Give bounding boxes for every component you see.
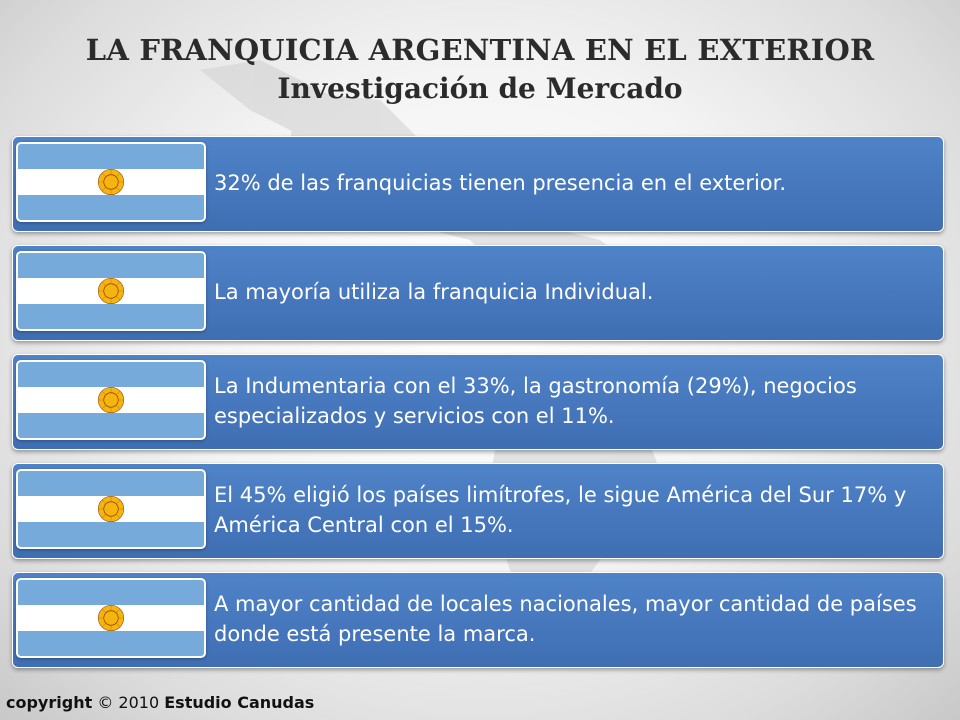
sun-of-may-icon <box>97 386 125 414</box>
bullet-text: 32% de las franquicias tienen presencia … <box>214 171 787 195</box>
bullet-item: El 45% eligió los países limítrofes, le … <box>12 463 944 559</box>
bullet-list: 32% de las franquicias tienen presencia … <box>12 136 944 681</box>
copyright-footer: copyright © 2010 Estudio Canudas <box>6 693 314 712</box>
bullet-text: El 45% eligió los países limítrofes, le … <box>214 483 907 537</box>
title-main: LA FRANQUICIA ARGENTINA EN EL EXTERIOR <box>85 33 875 67</box>
argentina-flag-icon <box>16 142 206 222</box>
argentina-flag-icon <box>16 469 206 549</box>
bullet-item: La mayoría utiliza la franquicia Individ… <box>12 245 944 341</box>
copyright-year: 2010 <box>118 693 160 712</box>
bullet-item: La Indumentaria con el 33%, la gastronom… <box>12 354 944 450</box>
sun-of-may-icon <box>97 168 125 196</box>
sun-of-may-icon <box>97 495 125 523</box>
bullet-text: La mayoría utiliza la franquicia Individ… <box>214 280 654 304</box>
argentina-flag-icon <box>16 360 206 440</box>
title-subtitle: Investigación de Mercado <box>277 72 683 105</box>
copyright-symbol: © <box>97 693 114 712</box>
bullet-text: La Indumentaria con el 33%, la gastronom… <box>214 374 857 428</box>
argentina-flag-icon <box>16 578 206 658</box>
bullet-item: A mayor cantidad de locales nacionales, … <box>12 572 944 668</box>
slide-title: LA FRANQUICIA ARGENTINA EN EL EXTERIOR I… <box>0 30 960 108</box>
sun-of-may-icon <box>97 604 125 632</box>
bullet-item: 32% de las franquicias tienen presencia … <box>12 136 944 232</box>
copyright-company: Estudio Canudas <box>164 693 315 712</box>
bullet-text: A mayor cantidad de locales nacionales, … <box>214 592 917 646</box>
argentina-flag-icon <box>16 251 206 331</box>
sun-of-may-icon <box>97 277 125 305</box>
copyright-label: copyright <box>6 693 93 712</box>
